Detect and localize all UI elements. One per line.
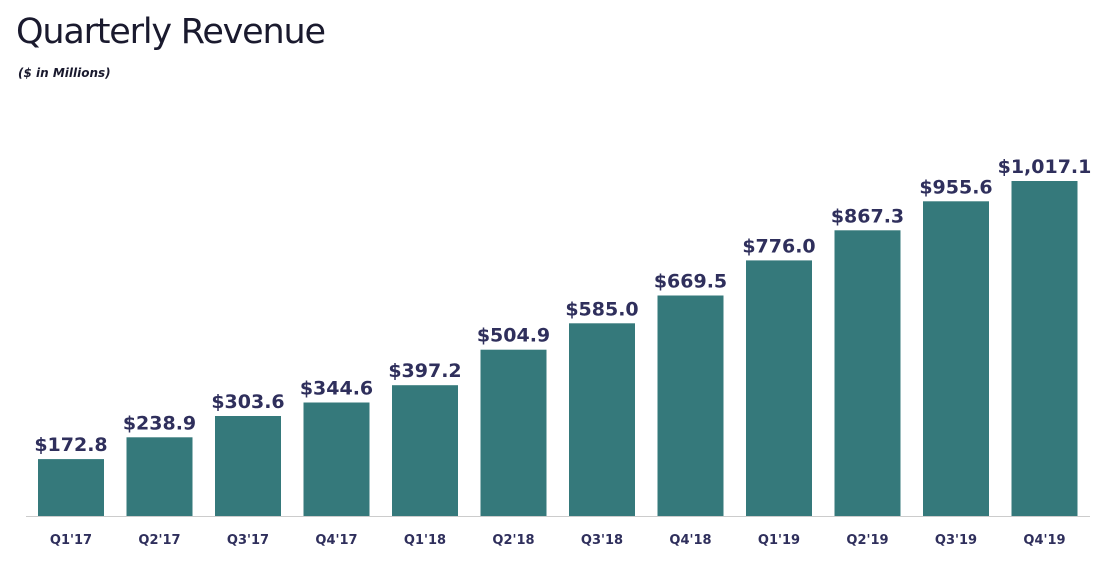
- bars-group: [38, 181, 1078, 517]
- x-tick-label: Q1'18: [404, 533, 446, 548]
- x-tick-label: Q4'17: [315, 533, 357, 548]
- bar-value-label: $172.8: [34, 434, 107, 456]
- x-tick-label: Q3'18: [581, 533, 623, 548]
- x-tick-label: Q3'17: [227, 533, 269, 548]
- bar-7: [657, 295, 724, 516]
- x-tick-label: Q3'19: [935, 533, 977, 548]
- bar-10: [923, 201, 989, 517]
- bar-8: [746, 260, 812, 516]
- x-tick-labels-group: Q1'17 Q2'17 Q3'17 Q4'17 Q1'18 Q2'18 Q3'18 Q4'18…: [50, 533, 1066, 548]
- bar-value-label: $585.0: [565, 298, 638, 320]
- bar-value-label: $504.9: [477, 325, 550, 347]
- bar-value-label: $867.3: [831, 205, 904, 227]
- bar-value-label: $238.9: [123, 412, 196, 434]
- bar-value-label: $397.2: [388, 360, 461, 382]
- bar-value-label: $776.0: [742, 235, 815, 257]
- bar-11: [1011, 181, 1078, 516]
- bar-1: [126, 437, 193, 516]
- x-tick-label: Q2'19: [846, 533, 888, 548]
- bar-value-label: $955.6: [919, 176, 992, 198]
- bar-value-label: $344.6: [300, 378, 373, 400]
- bar-0: [38, 459, 104, 516]
- bar-4: [392, 385, 458, 516]
- x-tick-label: Q1'19: [758, 533, 800, 548]
- bar-6: [569, 323, 635, 516]
- value-labels-group: $172.8 $238.9 $303.6 $344.6 $397.2 $504.9 $585…: [34, 156, 1091, 456]
- bar-3: [303, 402, 370, 516]
- chart-title: Quarterly Revenue: [16, 12, 326, 52]
- bar-9: [834, 230, 901, 517]
- bar-5: [480, 349, 547, 516]
- bar-value-label: $303.6: [211, 391, 284, 413]
- x-tick-label: Q1'17: [50, 533, 92, 548]
- bar-value-label: $669.5: [654, 271, 727, 293]
- chart-subtitle: ($ in Millions): [18, 66, 111, 80]
- x-tick-label: Q4'19: [1023, 533, 1065, 548]
- bar-value-label: $1,017.1: [998, 156, 1092, 178]
- x-tick-label: Q2'17: [138, 533, 180, 548]
- x-tick-label: Q2'18: [492, 533, 534, 548]
- bar-2: [215, 416, 281, 516]
- x-tick-label: Q4'18: [669, 533, 711, 548]
